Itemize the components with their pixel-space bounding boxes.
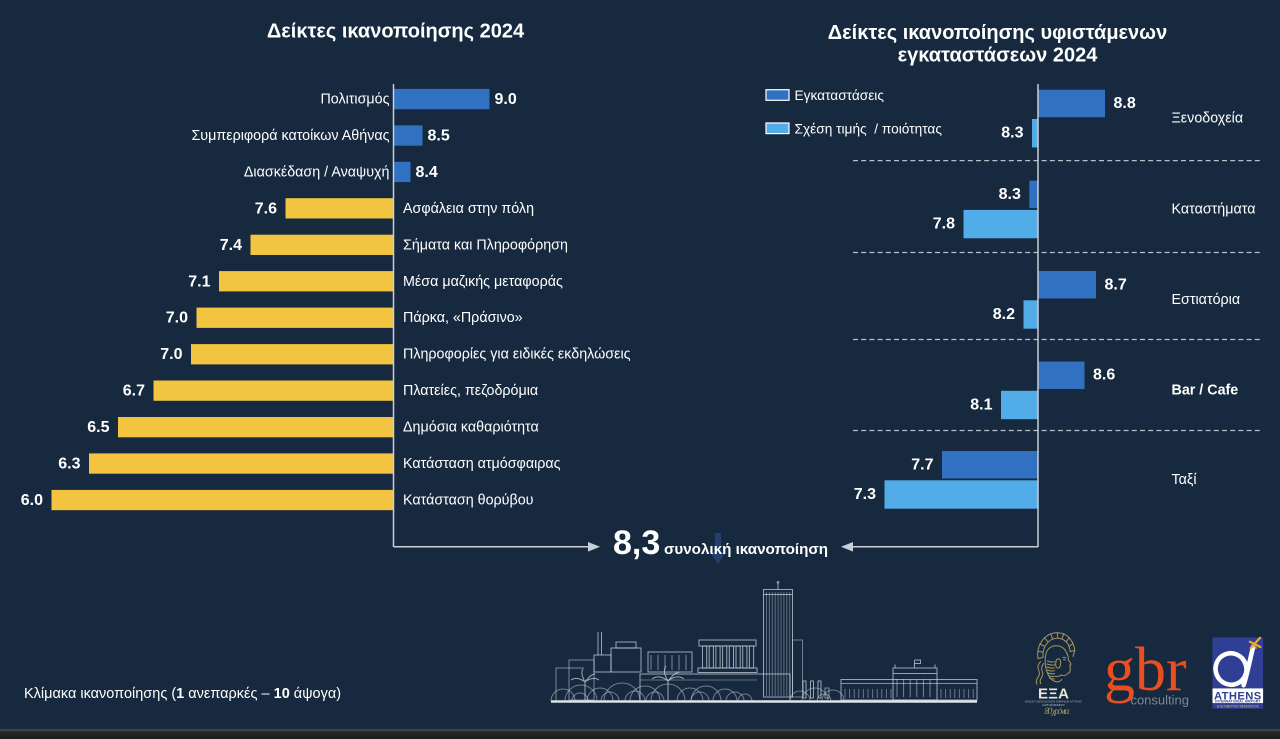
- svg-text:ΕΝΩΣΗ ΞΕΝΟΔΟΧΩΝ ΑΘΗΝΩΝ ΑΤΤΙΚΗΣ: ΕΝΩΣΗ ΞΕΝΟΔΟΧΩΝ ΑΘΗΝΩΝ ΑΤΤΙΚΗΣ: [1025, 700, 1082, 704]
- svg-text:Εγκαταστάσεις: Εγκαταστάσεις: [795, 88, 885, 103]
- svg-text:Ταξί: Ταξί: [1172, 472, 1198, 488]
- svg-text:8.6: 8.6: [1093, 367, 1115, 384]
- svg-text:Δείκτες ικανοποίησης υφιστάμεν: Δείκτες ικανοποίησης υφιστάμενων: [828, 22, 1167, 44]
- svg-text:7.0: 7.0: [166, 310, 188, 327]
- svg-text:6.0: 6.0: [21, 492, 43, 509]
- svg-text:8.5: 8.5: [428, 128, 450, 145]
- svg-text:7.3: 7.3: [854, 486, 876, 503]
- svg-text:Κατάσταση ατμόσφαιρας: Κατάσταση ατμόσφαιρας: [403, 456, 561, 472]
- svg-text:gbr: gbr: [1104, 636, 1187, 704]
- svg-text:6.3: 6.3: [58, 456, 80, 473]
- svg-text:7.0: 7.0: [160, 346, 182, 363]
- svg-text:7.8: 7.8: [933, 216, 955, 233]
- svg-text:7.1: 7.1: [188, 273, 210, 290]
- svg-text:8,3: 8,3: [613, 524, 660, 562]
- svg-text:7.7: 7.7: [911, 456, 933, 473]
- svg-text:INTERNATIONAL AIRPORT: INTERNATIONAL AIRPORT: [1215, 700, 1261, 704]
- svg-text:Δείκτες ικανοποίησης 2024: Δείκτες ικανοποίησης 2024: [267, 21, 525, 43]
- svg-text:Καταστήματα: Καταστήματα: [1172, 201, 1256, 217]
- svg-text:9.0: 9.0: [495, 91, 517, 108]
- svg-text:Ξενοδοχεία: Ξενοδοχεία: [1172, 111, 1244, 127]
- svg-text:ATHENS: ATHENS: [1214, 690, 1262, 702]
- svg-text:8.8: 8.8: [1114, 95, 1136, 112]
- svg-text:Διασκέδαση / Αναψυχή: Διασκέδαση / Αναψυχή: [244, 165, 390, 181]
- svg-text:& ΑΡΓΟΣΑΡΩΝΙΚΟΥ: & ΑΡΓΟΣΑΡΩΝΙΚΟΥ: [1042, 703, 1065, 707]
- svg-text:Δημόσια καθαριότητα: Δημόσια καθαριότητα: [403, 420, 539, 436]
- svg-text:Πληροφορίες για ειδικές εκδηλώ: Πληροφορίες για ειδικές εκδηλώσεις: [403, 347, 631, 363]
- svg-text:Σχέση τιμής / ποιότητας: Σχέση τιμής / ποιότητας: [795, 121, 943, 136]
- svg-text:6.7: 6.7: [123, 383, 145, 400]
- svg-text:8.3: 8.3: [1001, 125, 1023, 142]
- svg-text:ΕΛΕΥΘΕΡΙΟΣ ΒΕΝΙΖΕΛΟΣ: ΕΛΕΥΘΕΡΙΟΣ ΒΕΝΙΖΕΛΟΣ: [1217, 704, 1259, 708]
- svg-text:Εστιατόρια: Εστιατόρια: [1172, 292, 1241, 308]
- svg-text:8.3: 8.3: [999, 186, 1021, 203]
- svg-text:συνολική ικανοποίηση: συνολική ικανοποίηση: [664, 541, 828, 558]
- svg-text:6.5: 6.5: [87, 419, 109, 436]
- svg-text:8.1: 8.1: [970, 397, 992, 414]
- svg-text:7.4: 7.4: [220, 237, 242, 254]
- svg-text:Ασφάλεια στην πόλη: Ασφάλεια στην πόλη: [403, 201, 534, 217]
- svg-text:Κλίμακα ικανοποίησης (1 ανεπαρ: Κλίμακα ικανοποίησης (1 ανεπαρκές – 10 ά…: [24, 686, 341, 702]
- svg-text:8.2: 8.2: [993, 306, 1015, 323]
- svg-text:Συμπεριφορά κατοίκων Αθήνας: Συμπεριφορά κατοίκων Αθήνας: [191, 128, 389, 144]
- svg-text:Πάρκα, «Πράσινο»: Πάρκα, «Πράσινο»: [403, 310, 523, 326]
- svg-text:Πλατείες, πεζοδρόμια: Πλατείες, πεζοδρόμια: [403, 383, 538, 399]
- svg-text:8.4: 8.4: [416, 164, 438, 181]
- svg-text:Κατάσταση θορύβου: Κατάσταση θορύβου: [403, 493, 534, 509]
- svg-text:Πολιτισμός: Πολιτισμός: [320, 92, 389, 108]
- svg-text:εγκαταστάσεων 2024: εγκαταστάσεων 2024: [898, 45, 1099, 67]
- svg-text:Σήματα και Πληροφόρηση: Σήματα και Πληροφόρηση: [403, 237, 568, 253]
- svg-text:80 χρόνια: 80 χρόνια: [1045, 706, 1070, 716]
- svg-text:7.6: 7.6: [255, 200, 277, 217]
- svg-text:Bar / Cafe: Bar / Cafe: [1172, 382, 1239, 398]
- svg-text:ΕΞΑ: ΕΞΑ: [1038, 686, 1069, 703]
- svg-text:Μέσα μαζικής μεταφοράς: Μέσα μαζικής μεταφοράς: [403, 274, 563, 290]
- svg-text:consulting: consulting: [1130, 693, 1189, 708]
- svg-text:8.7: 8.7: [1105, 276, 1127, 293]
